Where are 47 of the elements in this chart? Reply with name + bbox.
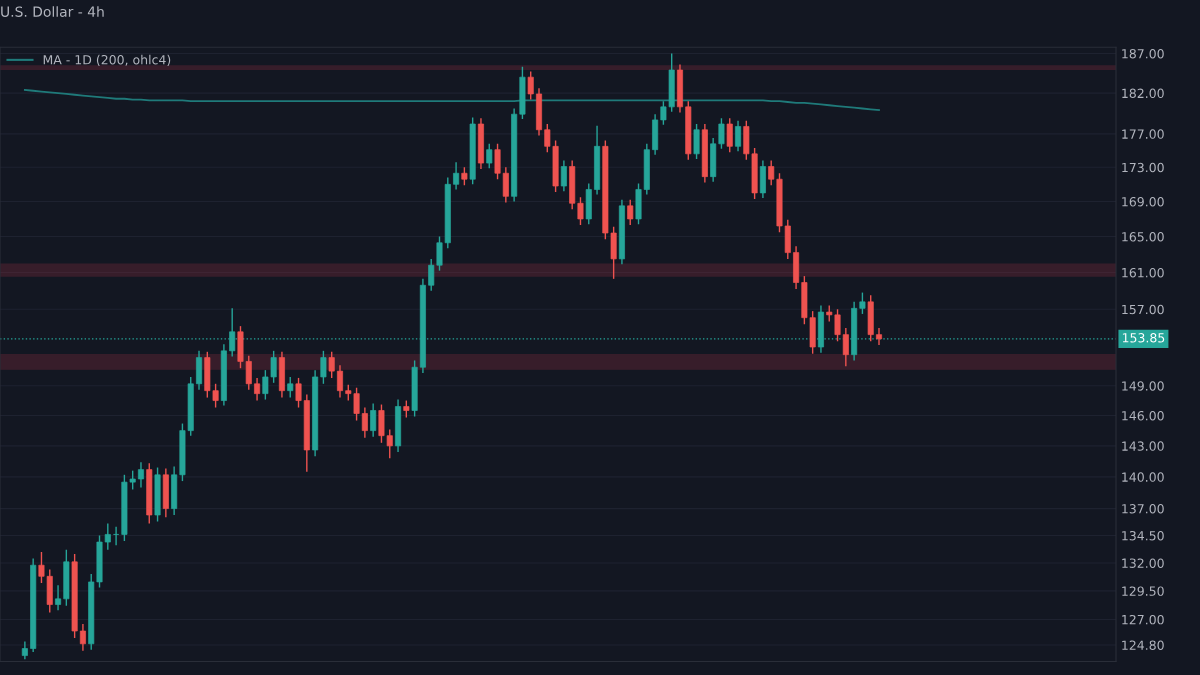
candlestick xyxy=(320,350,327,385)
y-tick-label: 124.80 xyxy=(1122,640,1164,650)
candlestick xyxy=(842,327,849,367)
y-tick-label: 165.00 xyxy=(1122,232,1164,242)
candlestick xyxy=(295,377,302,409)
y-tick-label: 187.00 xyxy=(1122,48,1164,59)
candlestick xyxy=(876,327,882,346)
candlestick xyxy=(527,70,534,101)
candlestick xyxy=(494,143,501,180)
y-tick-label: 177.00 xyxy=(1122,129,1164,139)
y-tick-label: 182.00 xyxy=(1122,88,1164,99)
y-tick-label: 157.00 xyxy=(1122,304,1164,315)
candlestick xyxy=(328,351,335,379)
y-tick-label: 146.00 xyxy=(1122,410,1164,421)
candlestick xyxy=(79,623,86,652)
candlestick xyxy=(486,143,493,169)
candlestick xyxy=(137,461,144,489)
candlestick xyxy=(627,199,634,226)
candlestick xyxy=(336,364,343,399)
y-tick-label: 134.50 xyxy=(1122,530,1164,541)
y-tick-label: 129.50 xyxy=(1122,586,1164,596)
y-tick-label: 127.00 xyxy=(1122,614,1164,625)
candlestick xyxy=(560,159,567,192)
candlestick xyxy=(735,120,742,153)
candlestick xyxy=(726,117,733,153)
ref-line-label: 153.85 xyxy=(1122,333,1165,343)
candlestick xyxy=(361,406,368,439)
y-tick-label: 149.00 xyxy=(1122,381,1164,391)
candlestick xyxy=(287,376,294,399)
candlestick xyxy=(859,291,866,315)
candlestick xyxy=(254,377,261,402)
candlestick xyxy=(577,196,584,226)
candlestick xyxy=(55,584,62,611)
candlestick xyxy=(453,161,460,191)
candlestick xyxy=(502,166,509,204)
y-tick-label: 143.00 xyxy=(1122,441,1164,451)
line-series xyxy=(23,89,880,112)
legend-label: MA - 1D (200, ohlc4) xyxy=(43,54,171,66)
y-tick-label: 173.00 xyxy=(1122,162,1164,173)
candlestick xyxy=(718,117,725,150)
y-tick-label: 169.00 xyxy=(1122,197,1164,207)
y-tick-label: 161.00 xyxy=(1122,267,1164,278)
y-tick-label: 137.00 xyxy=(1122,504,1164,514)
chart-title: U.S. Dollar - 4h xyxy=(1,6,104,17)
candlestick xyxy=(370,402,377,438)
y-tick-label: 140.00 xyxy=(1122,472,1164,482)
y-tick-label: 132.00 xyxy=(1122,558,1164,568)
